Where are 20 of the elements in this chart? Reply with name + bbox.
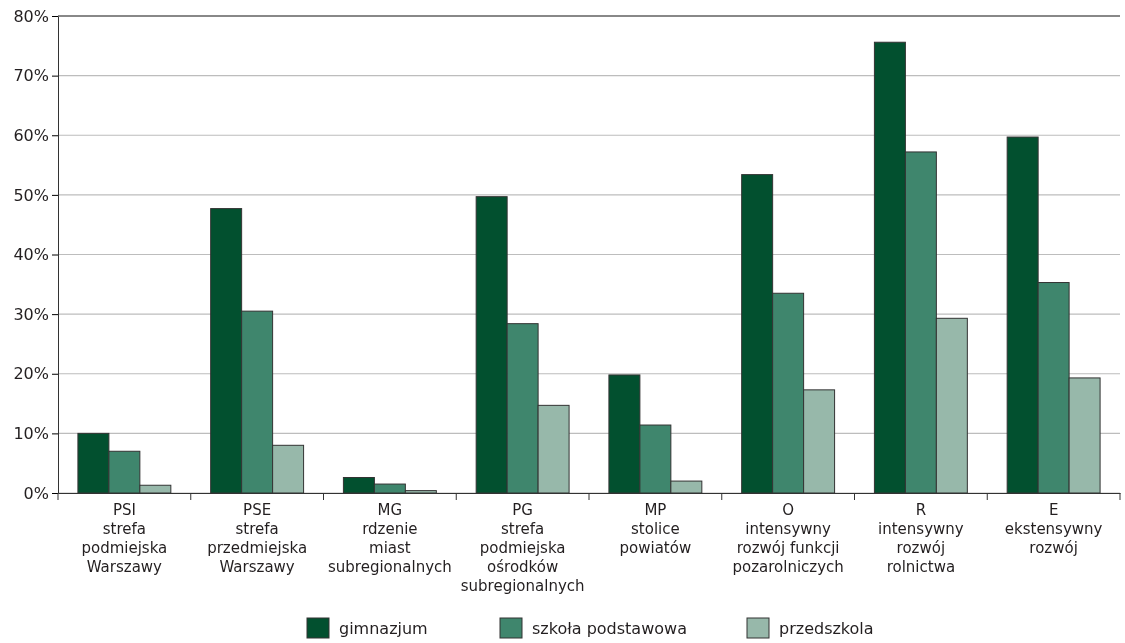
y-tick-label: 50% — [13, 185, 49, 205]
legend-label: szkoła podstawowa — [532, 619, 687, 638]
x-tick-label: PSI strefa podmiejska Warszawy — [81, 501, 168, 576]
y-tick-label: 80% — [13, 6, 49, 26]
y-tick-label: 30% — [13, 304, 49, 324]
x-tick-label: MP stolice powiatów — [619, 501, 692, 557]
x-tick-label: O intensywny rozwój funkcji pozarolniczych — [732, 501, 844, 576]
x-tick-label: PG strefa podmiejska ośrodków subregionalnych — [460, 501, 585, 595]
legend-label: przedszkola — [779, 619, 874, 638]
legend-label: gimnazjum — [339, 619, 428, 638]
y-tick-label: 70% — [13, 66, 49, 86]
x-tick-label: E ekstensywny rozwój — [1004, 501, 1103, 557]
y-tick-label: 10% — [13, 423, 49, 443]
y-tick-label: 60% — [13, 125, 49, 145]
y-tick-label: 40% — [13, 245, 49, 265]
y-tick-label: 20% — [13, 364, 49, 384]
x-tick-label: PSE strefa przedmiejska Warszawy — [207, 501, 308, 576]
x-tick-label: R intensywny rozwój rolnictwa — [878, 501, 964, 576]
y-tick-label: 0% — [23, 483, 49, 503]
x-tick-label: MG rdzenie miast subregionalnych — [327, 501, 452, 576]
